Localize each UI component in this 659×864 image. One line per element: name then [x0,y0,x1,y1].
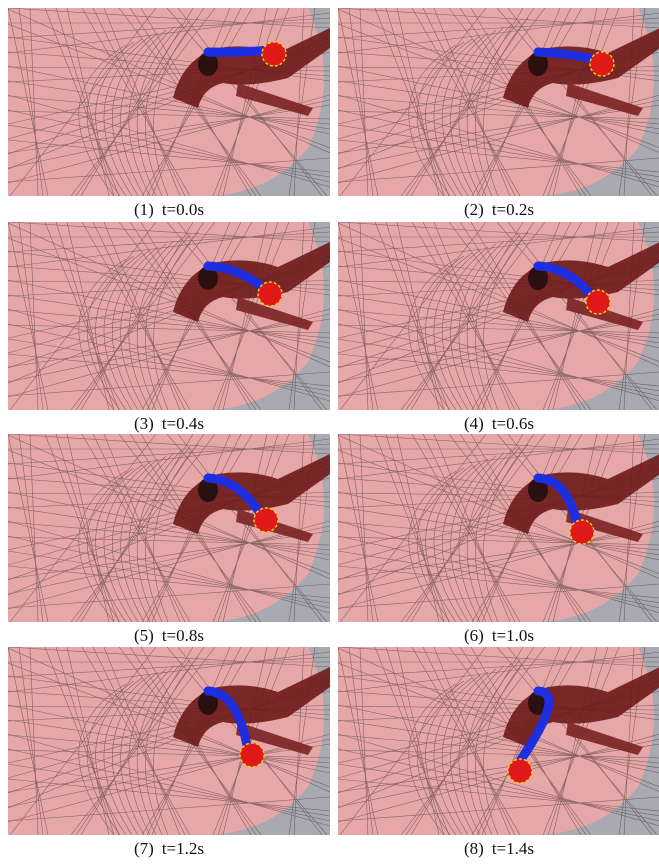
panel-caption: (8) t=1.4s [338,839,659,859]
time-label: t=0.2s [492,200,534,219]
panel-label: (1) [134,200,154,219]
time-label: t=0.0s [162,200,204,219]
panel-caption: (6) t=1.0s [338,626,659,646]
panel-label: (7) [134,839,154,858]
time-label: t=1.4s [492,839,534,858]
time-label: t=0.8s [162,626,204,645]
panel-caption: (1) t=0.0s [8,200,330,220]
panel-image [338,434,659,622]
simulation-render [338,434,659,622]
panel-caption: (7) t=1.2s [8,839,330,859]
panel-image [8,222,330,410]
panel-caption: (5) t=0.8s [8,626,330,646]
figure: (1) t=0.0s (2) t=0.2s (3) t=0.4s (4) t=0.6s [0,0,659,864]
simulation-render [8,222,330,410]
panel-caption: (2) t=0.2s [338,200,659,220]
panel-image [8,647,330,835]
panel-label: (4) [464,414,484,433]
simulation-render [8,647,330,835]
simulation-render [338,8,659,196]
panel-image [338,647,659,835]
panel-caption: (3) t=0.4s [8,414,330,434]
panel-label: (3) [134,414,154,433]
panel-label: (5) [134,626,154,645]
panel-label: (6) [464,626,484,645]
panel-image [338,8,659,196]
simulation-render [8,8,330,196]
time-label: t=1.2s [162,839,204,858]
simulation-render [338,222,659,410]
time-label: t=1.0s [492,626,534,645]
panel-label: (2) [464,200,484,219]
time-label: t=0.4s [162,414,204,433]
panel-label: (8) [464,839,484,858]
panel-image [8,434,330,622]
panel-caption: (4) t=0.6s [338,414,659,434]
simulation-render [338,647,659,835]
panel-image [338,222,659,410]
panel-image [8,8,330,196]
simulation-render [8,434,330,622]
time-label: t=0.6s [492,414,534,433]
